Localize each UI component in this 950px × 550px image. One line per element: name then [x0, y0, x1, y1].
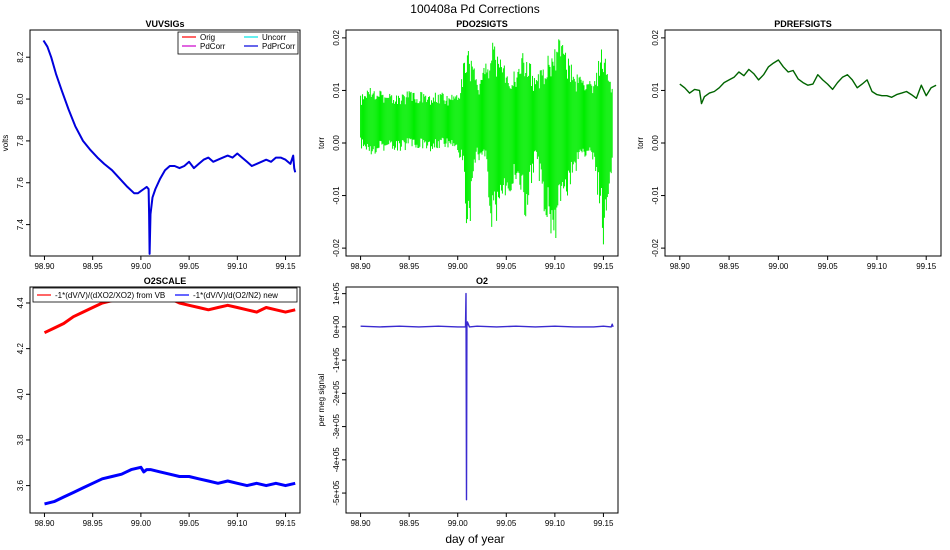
x-tick-label: 98.90	[34, 262, 55, 271]
x-tick-label: 98.95	[83, 262, 104, 271]
x-tick-label: 99.15	[276, 262, 297, 271]
series-line-0	[679, 59, 937, 105]
x-tick-label: 99.15	[916, 262, 937, 271]
y-tick-label: -2e+05	[332, 380, 341, 406]
plot-data	[42, 39, 297, 255]
x-tick-label: 99.00	[448, 519, 469, 528]
legend-label: Orig	[200, 33, 215, 42]
plot-frame	[664, 29, 942, 257]
legend-label: -1*(dV/V)/d(O2/N2) new	[193, 291, 278, 300]
x-tick-label: 99.15	[593, 262, 614, 271]
y-tick-label: 0.00	[651, 135, 660, 151]
y-tick-label: -4e+05	[332, 447, 341, 473]
x-tick-label: 99.05	[179, 262, 200, 271]
x-tick-label: 99.05	[496, 519, 517, 528]
y-axis-label: per meg signal	[317, 374, 326, 427]
legend-label: PdCorr	[200, 42, 226, 51]
y-tick-label: 3.8	[16, 434, 25, 446]
x-tick-label: 99.10	[227, 262, 248, 271]
x-tick-label: 99.05	[179, 519, 200, 528]
panels: VUVSIGs 98.90 98.95 99.00 99.05 99.10 99.15 7.4…	[1, 19, 942, 528]
y-axis-label: torr	[317, 137, 326, 149]
x-tick-label: 99.10	[545, 519, 566, 528]
panel-title: O2	[476, 276, 488, 286]
plot-data	[679, 59, 937, 105]
y-tick-label: -0.01	[651, 186, 660, 205]
legend-label: PdPrCorr	[262, 42, 296, 51]
x-tick-label: 98.90	[351, 519, 372, 528]
y-tick-label: 7.8	[16, 135, 25, 147]
panel-title: PDO2SIGTS	[456, 19, 508, 29]
y-tick-label: -0.01	[332, 186, 341, 205]
y-tick-label: 0.01	[332, 82, 341, 98]
y-tick-label: -3e+05	[332, 413, 341, 439]
x-tick-label: 98.95	[719, 262, 740, 271]
x-tick-label: 99.10	[545, 262, 566, 271]
series-line-3	[42, 39, 297, 255]
plot-frame	[29, 29, 301, 257]
x-tick-label: 99.05	[818, 262, 839, 271]
plot-data	[360, 292, 614, 501]
legend-label: -1*(dV/V)/(dXO2/XO2) from VB	[55, 291, 165, 300]
x-tick-label: 98.95	[83, 519, 104, 528]
series-line-1	[44, 465, 296, 506]
y-tick-label: -0.02	[332, 238, 341, 257]
figure-xlabel: day of year	[445, 532, 504, 546]
x-tick-label: 99.15	[593, 519, 614, 528]
y-tick-label: 1e+05	[332, 282, 341, 305]
x-tick-label: 98.90	[351, 262, 372, 271]
y-tick-label: 8.0	[16, 93, 25, 105]
chart-pdrefsigts: PDREFSIGTS 98.90 98.95 99.00 99.05 99.10 99.15…	[636, 19, 942, 271]
y-axis-label: torr	[636, 137, 645, 149]
y-tick-label: 0.01	[651, 82, 660, 98]
x-tick-label: 98.90	[34, 519, 55, 528]
x-tick-label: 98.95	[399, 262, 420, 271]
x-tick-label: 98.90	[670, 262, 691, 271]
x-tick-label: 99.00	[768, 262, 789, 271]
y-tick-label: 0.02	[651, 30, 660, 46]
y-tick-label: 3.6	[16, 479, 25, 491]
plot-data	[43, 287, 296, 506]
plot-frame	[29, 286, 301, 514]
chart-o2scale: O2SCALE 98.90 98.95 99.00 99.05 99.10 99.15 3.6…	[16, 276, 301, 528]
figure-title: 100408a Pd Corrections	[410, 2, 539, 16]
chart-pdo2sigts: PDO2SIGTS 98.90 98.95 99.00 99.05 99.10 99.15 -…	[317, 19, 619, 271]
panel-title: O2SCALE	[144, 276, 187, 286]
legend: -1*(dV/V)/(dXO2/XO2) from VB -1*(dV/V)/d(…	[32, 287, 298, 303]
legend-box	[177, 31, 299, 55]
x-tick-label: 99.00	[131, 262, 152, 271]
y-axis-label: volts	[1, 135, 10, 151]
y-tick-label: 7.6	[16, 177, 25, 189]
panel-title: PDREFSIGTS	[774, 19, 832, 29]
y-tick-label: -1e+05	[332, 347, 341, 373]
y-tick-label: 4.2	[16, 343, 25, 355]
chart-o2: O2 98.90 98.95 99.00 99.05 99.10 99.15 1e+05 0e+…	[317, 276, 619, 528]
x-tick-label: 99.10	[227, 519, 248, 528]
series-line-0	[360, 292, 614, 501]
panel-title: VUVSIGs	[145, 19, 184, 29]
x-tick-label: 99.00	[448, 262, 469, 271]
y-tick-label: 0e+00	[332, 315, 341, 338]
chart-vuvsigs: VUVSIGs 98.90 98.95 99.00 99.05 99.10 99.15 7.4…	[1, 19, 301, 271]
y-tick-label: 8.2	[16, 51, 25, 63]
y-tick-label: -0.02	[651, 238, 660, 257]
x-tick-label: 99.10	[867, 262, 888, 271]
x-tick-label: 98.95	[399, 519, 420, 528]
y-tick-label: 0.02	[332, 30, 341, 46]
y-tick-label: 0.00	[332, 135, 341, 151]
y-tick-label: -5e+05	[332, 480, 341, 506]
legend-label: Uncorr	[262, 33, 286, 42]
x-tick-label: 99.05	[496, 262, 517, 271]
legend-box	[32, 287, 298, 303]
x-tick-label: 99.00	[131, 519, 152, 528]
y-tick-label: 7.4	[16, 219, 25, 231]
y-tick-label: 4.4	[16, 297, 25, 309]
x-tick-label: 99.15	[276, 519, 297, 528]
series-band	[360, 39, 613, 245]
legend: Orig Uncorr PdCorr PdPrCorr	[177, 31, 299, 55]
plot-data	[360, 39, 613, 245]
plot-frame	[345, 286, 619, 514]
y-tick-label: 4.0	[16, 388, 25, 400]
